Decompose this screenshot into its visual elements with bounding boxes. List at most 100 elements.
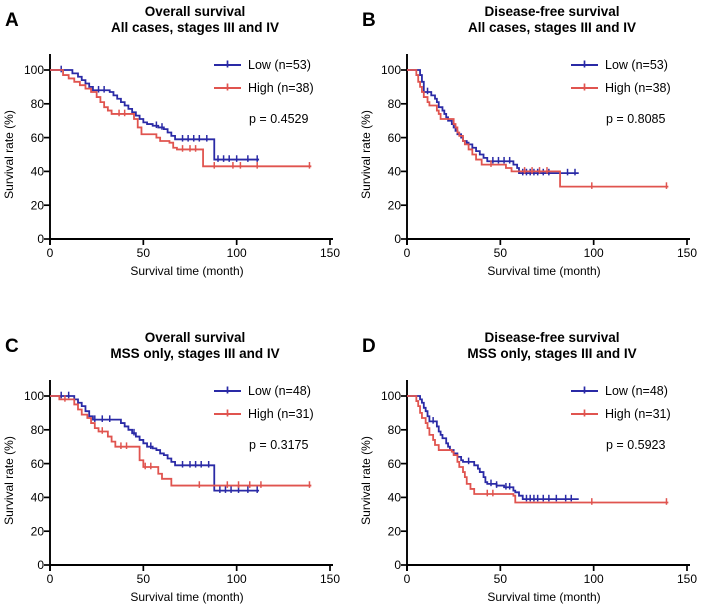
- legend-label: High (n=31): [605, 407, 671, 421]
- chart-subtitle: MSS only, stages III and IV: [467, 346, 636, 361]
- x-tick-label: 50: [137, 246, 151, 260]
- axis-ticks: [44, 69, 331, 245]
- chart-title: Overall survival: [145, 4, 246, 19]
- x-tick-label: 0: [47, 246, 54, 260]
- y-tick-label: 60: [31, 131, 45, 145]
- survival-curve-high: [407, 69, 669, 188]
- y-tick-label: 20: [388, 198, 402, 212]
- x-tick-label: 150: [677, 246, 697, 260]
- p-value-label: p = 0.4529: [249, 112, 308, 126]
- censor-ticks-high: [490, 160, 668, 189]
- censor-ticks-low: [60, 391, 258, 493]
- censor-ticks-low: [432, 417, 573, 502]
- chart-title: Disease-free survival: [484, 330, 619, 345]
- chart-subtitle: All cases, stages III and IV: [468, 20, 636, 35]
- axis-ticks: [44, 395, 331, 571]
- survival-curve-low: [407, 69, 579, 174]
- p-value-label: p = 0.3175: [249, 438, 308, 452]
- y-tick-label: 100: [381, 389, 401, 403]
- x-tick-label: 50: [137, 572, 151, 586]
- chart-subtitle: All cases, stages III and IV: [111, 20, 279, 35]
- panel-d-disease-free-survival-mss-only: D Disease-free survival MSS only, stages I…: [357, 306, 715, 613]
- y-tick-label: 60: [388, 457, 402, 471]
- p-value-label: p = 0.5923: [606, 438, 665, 452]
- panel-b-disease-free-survival-all-cases: B Disease-free survival All cases, stages …: [357, 0, 715, 306]
- survival-curve-low: [50, 395, 260, 492]
- y-tick-label: 0: [37, 232, 44, 246]
- y-tick-label: 0: [394, 558, 401, 572]
- survival-curve-high: [407, 395, 669, 504]
- x-tick-label: 100: [227, 572, 247, 586]
- chart-title: Overall survival: [145, 330, 246, 345]
- legend-label: Low (n=53): [605, 58, 668, 72]
- y-tick-label: 40: [388, 165, 402, 179]
- x-tick-label: 0: [404, 572, 411, 586]
- legend-label: High (n=38): [605, 81, 671, 95]
- y-tick-label: 0: [394, 232, 401, 246]
- chart-title: Disease-free survival: [484, 4, 619, 19]
- panel-c-overall-survival-mss-only: C Overall survival MSS only, stages III an…: [0, 306, 357, 613]
- chart-subtitle: MSS only, stages III and IV: [110, 346, 279, 361]
- x-tick-label: 0: [404, 246, 411, 260]
- censor-ticks-low: [426, 87, 576, 176]
- axis-ticks: [401, 395, 688, 571]
- survival-curve-low: [50, 69, 260, 161]
- x-tick-label: 100: [584, 246, 604, 260]
- y-tick-label: 80: [388, 97, 402, 111]
- censor-ticks-high: [64, 395, 311, 488]
- axes: [49, 380, 333, 571]
- y-tick-label: 60: [388, 131, 402, 145]
- y-tick-label: 80: [388, 423, 402, 437]
- y-tick-label: 80: [31, 423, 45, 437]
- legend: Low (n=48) High (n=31) p = 0.3175: [214, 384, 314, 452]
- x-tick-label: 100: [227, 246, 247, 260]
- x-axis-label: Survival time (month): [487, 264, 600, 278]
- y-tick-label: 100: [24, 63, 44, 77]
- axis-ticks: [401, 69, 688, 245]
- y-tick-label: 100: [24, 389, 44, 403]
- x-axis-label: Survival time (month): [130, 264, 243, 278]
- legend: Low (n=53) High (n=38) p = 0.8085: [571, 58, 671, 126]
- y-tick-label: 40: [388, 491, 402, 505]
- legend-label: High (n=38): [248, 81, 314, 95]
- x-tick-label: 50: [494, 572, 508, 586]
- x-tick-label: 150: [677, 572, 697, 586]
- survival-curve-low: [407, 395, 579, 500]
- x-axis-label: Survival time (month): [130, 590, 243, 604]
- y-tick-label: 20: [388, 524, 402, 538]
- x-tick-label: 150: [320, 246, 340, 260]
- y-tick-label: 40: [31, 491, 45, 505]
- legend-label: Low (n=53): [248, 58, 311, 72]
- legend: Low (n=48) High (n=31) p = 0.5923: [571, 384, 671, 452]
- axes: [406, 54, 690, 245]
- x-tick-label: 0: [47, 572, 54, 586]
- x-axis-label: Survival time (month): [487, 590, 600, 604]
- panel-letter: A: [5, 10, 19, 31]
- legend-label: High (n=31): [248, 407, 314, 421]
- y-axis-label: Survival rate (%): [2, 110, 16, 199]
- survival-curve-high: [50, 395, 312, 487]
- legend-label: Low (n=48): [605, 384, 668, 398]
- y-tick-label: 100: [381, 63, 401, 77]
- p-value-label: p = 0.8085: [606, 112, 665, 126]
- axes: [406, 380, 690, 571]
- censor-ticks-high: [486, 489, 668, 505]
- y-axis-label: Survival rate (%): [359, 436, 373, 525]
- censor-ticks-high: [118, 109, 311, 169]
- y-tick-label: 60: [31, 457, 45, 471]
- y-axis-label: Survival rate (%): [2, 436, 16, 525]
- panel-a-overall-survival-all-cases: A Overall survival All cases, stages III a…: [0, 0, 357, 306]
- y-tick-label: 80: [31, 97, 45, 111]
- survival-curve-high: [50, 69, 312, 168]
- panel-letter: C: [5, 336, 19, 357]
- x-tick-label: 150: [320, 572, 340, 586]
- censor-ticks-low: [60, 65, 258, 162]
